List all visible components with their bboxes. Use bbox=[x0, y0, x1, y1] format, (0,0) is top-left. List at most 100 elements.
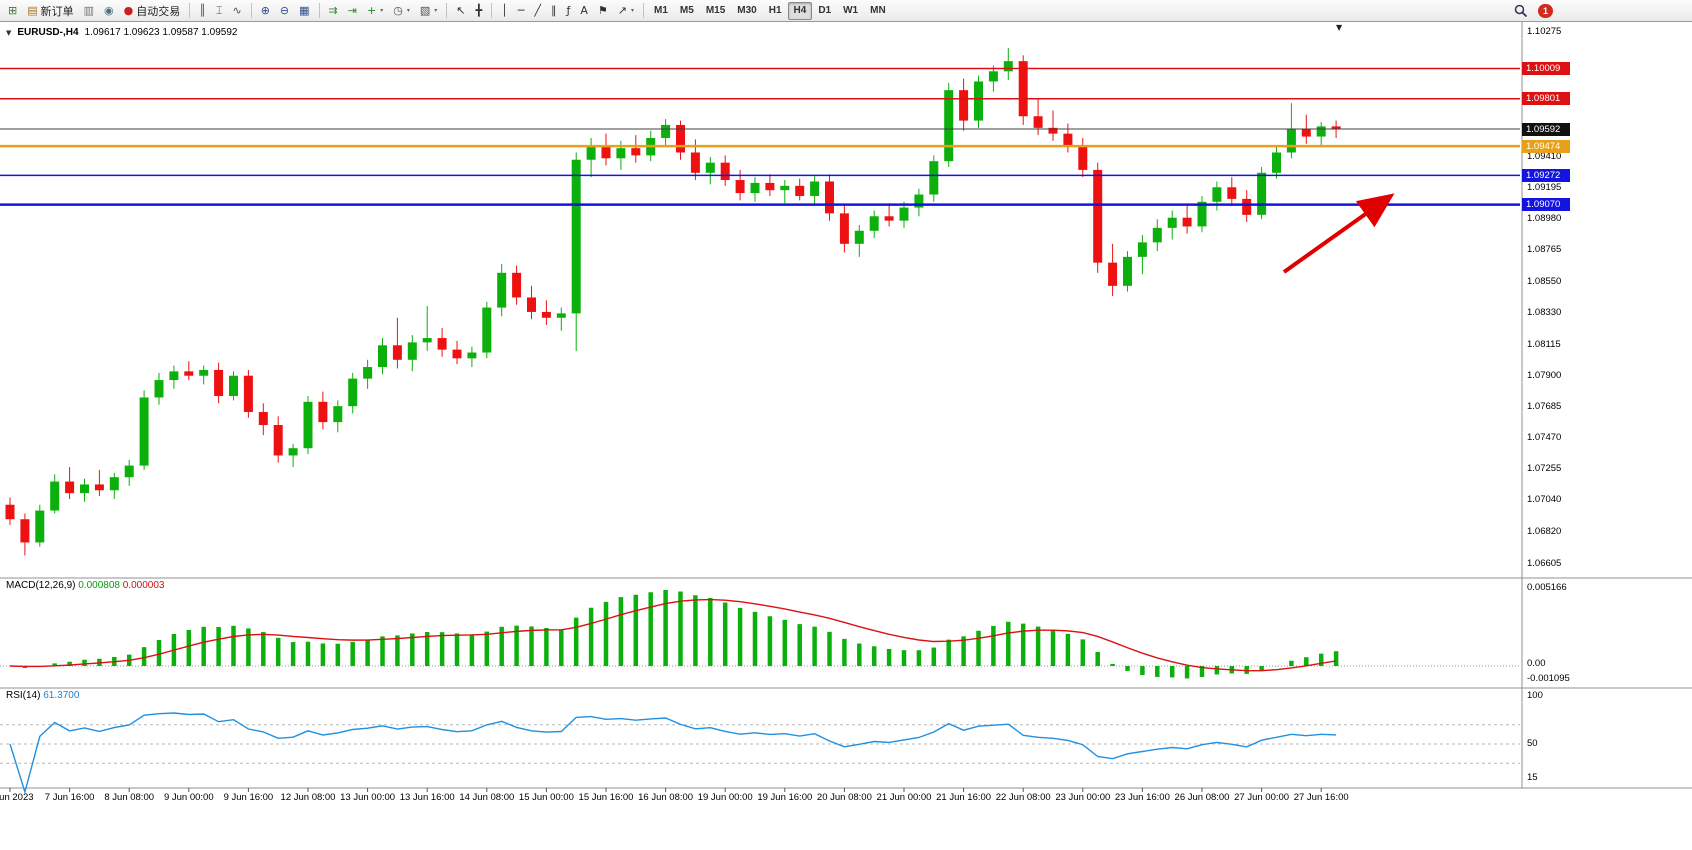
dropdown-caret-icon[interactable]: ▾ bbox=[406, 7, 410, 14]
rsi-axis-label: 100 bbox=[1527, 690, 1543, 701]
crosshair-button[interactable]: ╋ bbox=[470, 1, 487, 20]
new-order-icon: ▤ bbox=[27, 4, 38, 17]
candlestick-chart-button[interactable]: ⌶ bbox=[211, 1, 228, 20]
macd-name: MACD(12,26,9) bbox=[6, 580, 76, 591]
templates-button[interactable]: ▧ ▾ bbox=[415, 1, 442, 20]
price-tick-label: 1.08330 bbox=[1527, 307, 1562, 319]
candle bbox=[1063, 133, 1073, 146]
candle bbox=[288, 448, 298, 456]
chart-shift-button[interactable]: ⇥ bbox=[343, 1, 362, 20]
arrows-button[interactable]: ↗ ▾ bbox=[613, 1, 639, 20]
tile-windows-button[interactable]: ▦ bbox=[294, 1, 314, 20]
candle bbox=[154, 380, 164, 398]
timeframe-w1[interactable]: W1 bbox=[843, 5, 859, 16]
timeframe-h1[interactable]: H1 bbox=[768, 5, 782, 16]
candle bbox=[199, 369, 209, 376]
auto-scroll-button[interactable]: ⇉ bbox=[324, 1, 343, 20]
time-axis-label: 12 Jun 08:00 bbox=[280, 792, 336, 803]
time-axis-label: 21 Jun 00:00 bbox=[876, 792, 932, 803]
candle bbox=[750, 182, 760, 194]
time-axis-label: 27 Jun 00:00 bbox=[1234, 792, 1290, 803]
autotrading-button[interactable]: ● 自动交易 bbox=[119, 1, 186, 20]
candle bbox=[556, 313, 566, 318]
timeframe-h4[interactable]: H4 bbox=[787, 1, 813, 20]
arrows-icon: ↗ bbox=[617, 4, 627, 17]
search-icon[interactable] bbox=[1514, 4, 1528, 18]
text-label-button[interactable]: ⚑ bbox=[593, 1, 613, 20]
candle bbox=[690, 152, 700, 173]
candle bbox=[541, 311, 551, 318]
zoom-in-button[interactable]: ⊕ bbox=[256, 1, 275, 20]
level-lines-layer bbox=[0, 67, 1520, 206]
tile-windows-icon: ▦ bbox=[299, 4, 310, 17]
candle bbox=[497, 272, 507, 308]
candle bbox=[35, 510, 45, 543]
candle bbox=[571, 159, 581, 314]
price-tick-label: 1.07470 bbox=[1527, 432, 1562, 444]
price-tick-label: 1.08115 bbox=[1527, 338, 1561, 350]
candle bbox=[1227, 187, 1237, 199]
new-chart-button[interactable]: ⊞ bbox=[3, 1, 22, 20]
timeframe-m1[interactable]: M1 bbox=[654, 5, 668, 16]
candle bbox=[705, 162, 715, 173]
horizontal-line-button[interactable]: ─ bbox=[513, 1, 530, 20]
periods-button[interactable]: ◷ ▾ bbox=[388, 1, 415, 20]
candle bbox=[929, 161, 939, 195]
dropdown-caret-icon[interactable]: ▾ bbox=[434, 7, 438, 14]
toolbar-group: ⊕ ⊖ ▦ bbox=[256, 1, 315, 20]
time-axis-label: 7 Jun 16:00 bbox=[44, 792, 95, 803]
timeframe-mn[interactable]: MN bbox=[870, 5, 886, 16]
trend-arrow-annotation[interactable] bbox=[1282, 193, 1395, 274]
rsi-axis-label: 50 bbox=[1527, 738, 1538, 749]
macd-layer bbox=[0, 590, 1520, 679]
candle bbox=[482, 307, 492, 353]
vertical-line-button[interactable]: │ bbox=[496, 1, 513, 20]
toolbar-group: ↖ ╋ bbox=[451, 1, 487, 20]
new-order-label: 新订单 bbox=[40, 5, 74, 18]
channel-button[interactable]: ∥ bbox=[546, 1, 562, 20]
time-axis-label: 14 Jun 08:00 bbox=[459, 792, 515, 803]
macd-main-value: 0.000808 bbox=[78, 580, 120, 591]
chart-menu-triangle-icon[interactable]: ▼ bbox=[6, 28, 12, 37]
candle bbox=[452, 349, 462, 359]
time-axis-label: 21 Jun 16:00 bbox=[936, 792, 992, 803]
candle bbox=[184, 371, 194, 376]
market-watch-button[interactable]: ◉ bbox=[99, 1, 119, 20]
line-chart-button[interactable]: ∿ bbox=[227, 1, 246, 20]
timeframe-m5[interactable]: M5 bbox=[679, 5, 694, 16]
timeframe-m15[interactable]: M15 bbox=[705, 5, 726, 16]
timeframe-m30[interactable]: M30 bbox=[737, 5, 757, 16]
macd-axis-bottom-label: -0.001095 bbox=[1527, 673, 1570, 684]
text-button[interactable]: A bbox=[575, 1, 593, 20]
indicators-button[interactable]: + ▾ bbox=[362, 1, 388, 20]
price-chart-canvas[interactable] bbox=[0, 22, 1692, 845]
candle bbox=[1197, 201, 1207, 227]
fibonacci-button[interactable]: ƒ bbox=[561, 1, 575, 20]
toolbar-separator bbox=[250, 3, 252, 18]
timeframe-d1[interactable]: D1 bbox=[818, 5, 832, 16]
candle bbox=[243, 375, 253, 412]
indicators-icon: + bbox=[366, 4, 377, 17]
candle bbox=[869, 216, 879, 231]
candle bbox=[407, 342, 417, 360]
candle bbox=[1137, 242, 1147, 257]
time-axis-label: 23 Jun 16:00 bbox=[1114, 792, 1170, 803]
chart-shift-marker-icon[interactable]: ▼ bbox=[1336, 23, 1343, 32]
candle bbox=[1272, 152, 1281, 173]
dropdown-caret-icon[interactable]: ▾ bbox=[630, 7, 634, 14]
notification-badge[interactable]: 1 bbox=[1538, 4, 1553, 18]
candle bbox=[825, 181, 834, 214]
zoom-out-button[interactable]: ⊖ bbox=[275, 1, 294, 20]
text-label-icon: ⚑ bbox=[597, 4, 608, 17]
new-order-button[interactable]: ▤ 新订单 bbox=[22, 1, 78, 20]
cursor-button[interactable]: ↖ bbox=[451, 1, 470, 20]
bar-chart-button[interactable]: ║ bbox=[194, 1, 211, 20]
dropdown-caret-icon[interactable]: ▾ bbox=[380, 7, 384, 14]
trendline-button[interactable]: ╱ bbox=[529, 1, 546, 20]
profiles-button[interactable]: ▥ bbox=[79, 1, 99, 20]
price-tick-label: 1.10275 bbox=[1527, 25, 1562, 37]
toolbar-separator bbox=[643, 3, 644, 18]
toolbar-right-cluster: 1 bbox=[1514, 0, 1553, 22]
price-tick-label: 1.08980 bbox=[1527, 213, 1562, 225]
candle bbox=[80, 484, 89, 494]
